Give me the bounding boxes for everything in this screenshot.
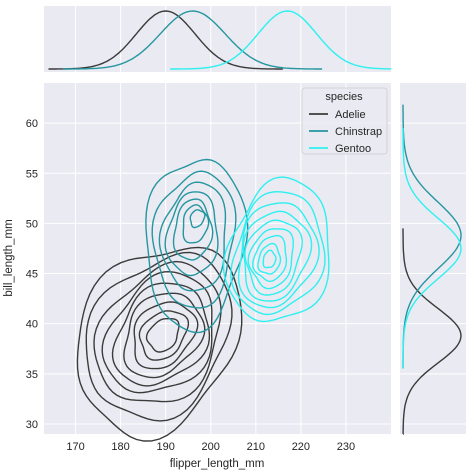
kde-contours [76,158,330,442]
legend-label: Chinstrap [335,126,382,138]
contour-line [222,176,330,323]
x-tick-label: 190 [156,441,174,453]
y-tick-label: 40 [26,319,38,331]
top-marginal-curves [48,10,392,70]
y-tick-label: 50 [26,218,38,230]
contour-line [172,198,214,261]
top-marginal-panel [44,6,391,72]
contour-line [230,190,326,316]
right-density-chinstrap [402,104,462,368]
y-tick-labels: 30 35 40 45 50 55 60 [26,118,38,431]
contour-line [242,210,313,302]
y-tick-label: 30 [26,419,38,431]
contour-line [252,234,288,283]
legend-title: species [325,91,363,103]
y-tick-label: 60 [26,118,38,130]
contour-line [85,251,233,422]
x-tick-label: 210 [247,441,265,453]
contour-line [164,191,219,277]
right-density-gentoo [402,128,462,369]
contour-line [151,170,237,309]
right-marginal-panel [400,83,466,434]
top-density-adelie [48,10,283,70]
x-tick-labels: 170 180 190 200 210 220 230 [66,441,355,453]
contour-line [262,249,277,269]
contour-line [76,246,243,442]
contour-group-adelie [76,246,243,442]
contour-line [138,310,190,361]
contour-line [93,260,222,403]
contour-line [189,209,206,229]
main-plot-grid [44,83,391,434]
y-tick-label: 45 [26,269,38,281]
x-axis-label: flipper_length_mm [170,458,265,470]
right-density-adelie [402,228,462,435]
x-tick-label: 170 [66,441,84,453]
y-tick-label: 55 [26,168,38,180]
contour-line [257,242,282,275]
x-tick-label: 180 [111,441,129,453]
contour-line [244,219,303,296]
right-marginal-curves [402,104,462,435]
contour-line [133,301,199,370]
contour-line [145,158,249,334]
contour-line [237,202,320,309]
contour-line [158,181,227,292]
legend: species Adelie Chinstrap Gentoo [301,87,388,155]
contour-line [111,282,211,387]
y-axis-label: bill_length_mm [3,219,15,296]
y-tick-label: 35 [26,369,38,381]
contour-line [123,292,206,379]
contour-line [182,204,210,244]
x-tick-label: 230 [337,441,355,453]
legend-label: Adelie [335,109,366,121]
contour-group-gentoo [222,176,330,323]
contour-line [145,318,180,353]
legend-label: Gentoo [335,143,371,155]
x-tick-label: 200 [202,441,220,453]
x-tick-label: 220 [292,441,310,453]
contour-line [101,270,213,394]
top-density-gentoo [170,10,392,70]
contour-line [247,228,295,290]
legend-box [301,87,388,155]
contour-group-chinstrap [145,158,249,334]
top-density-chinstrap [62,10,323,70]
